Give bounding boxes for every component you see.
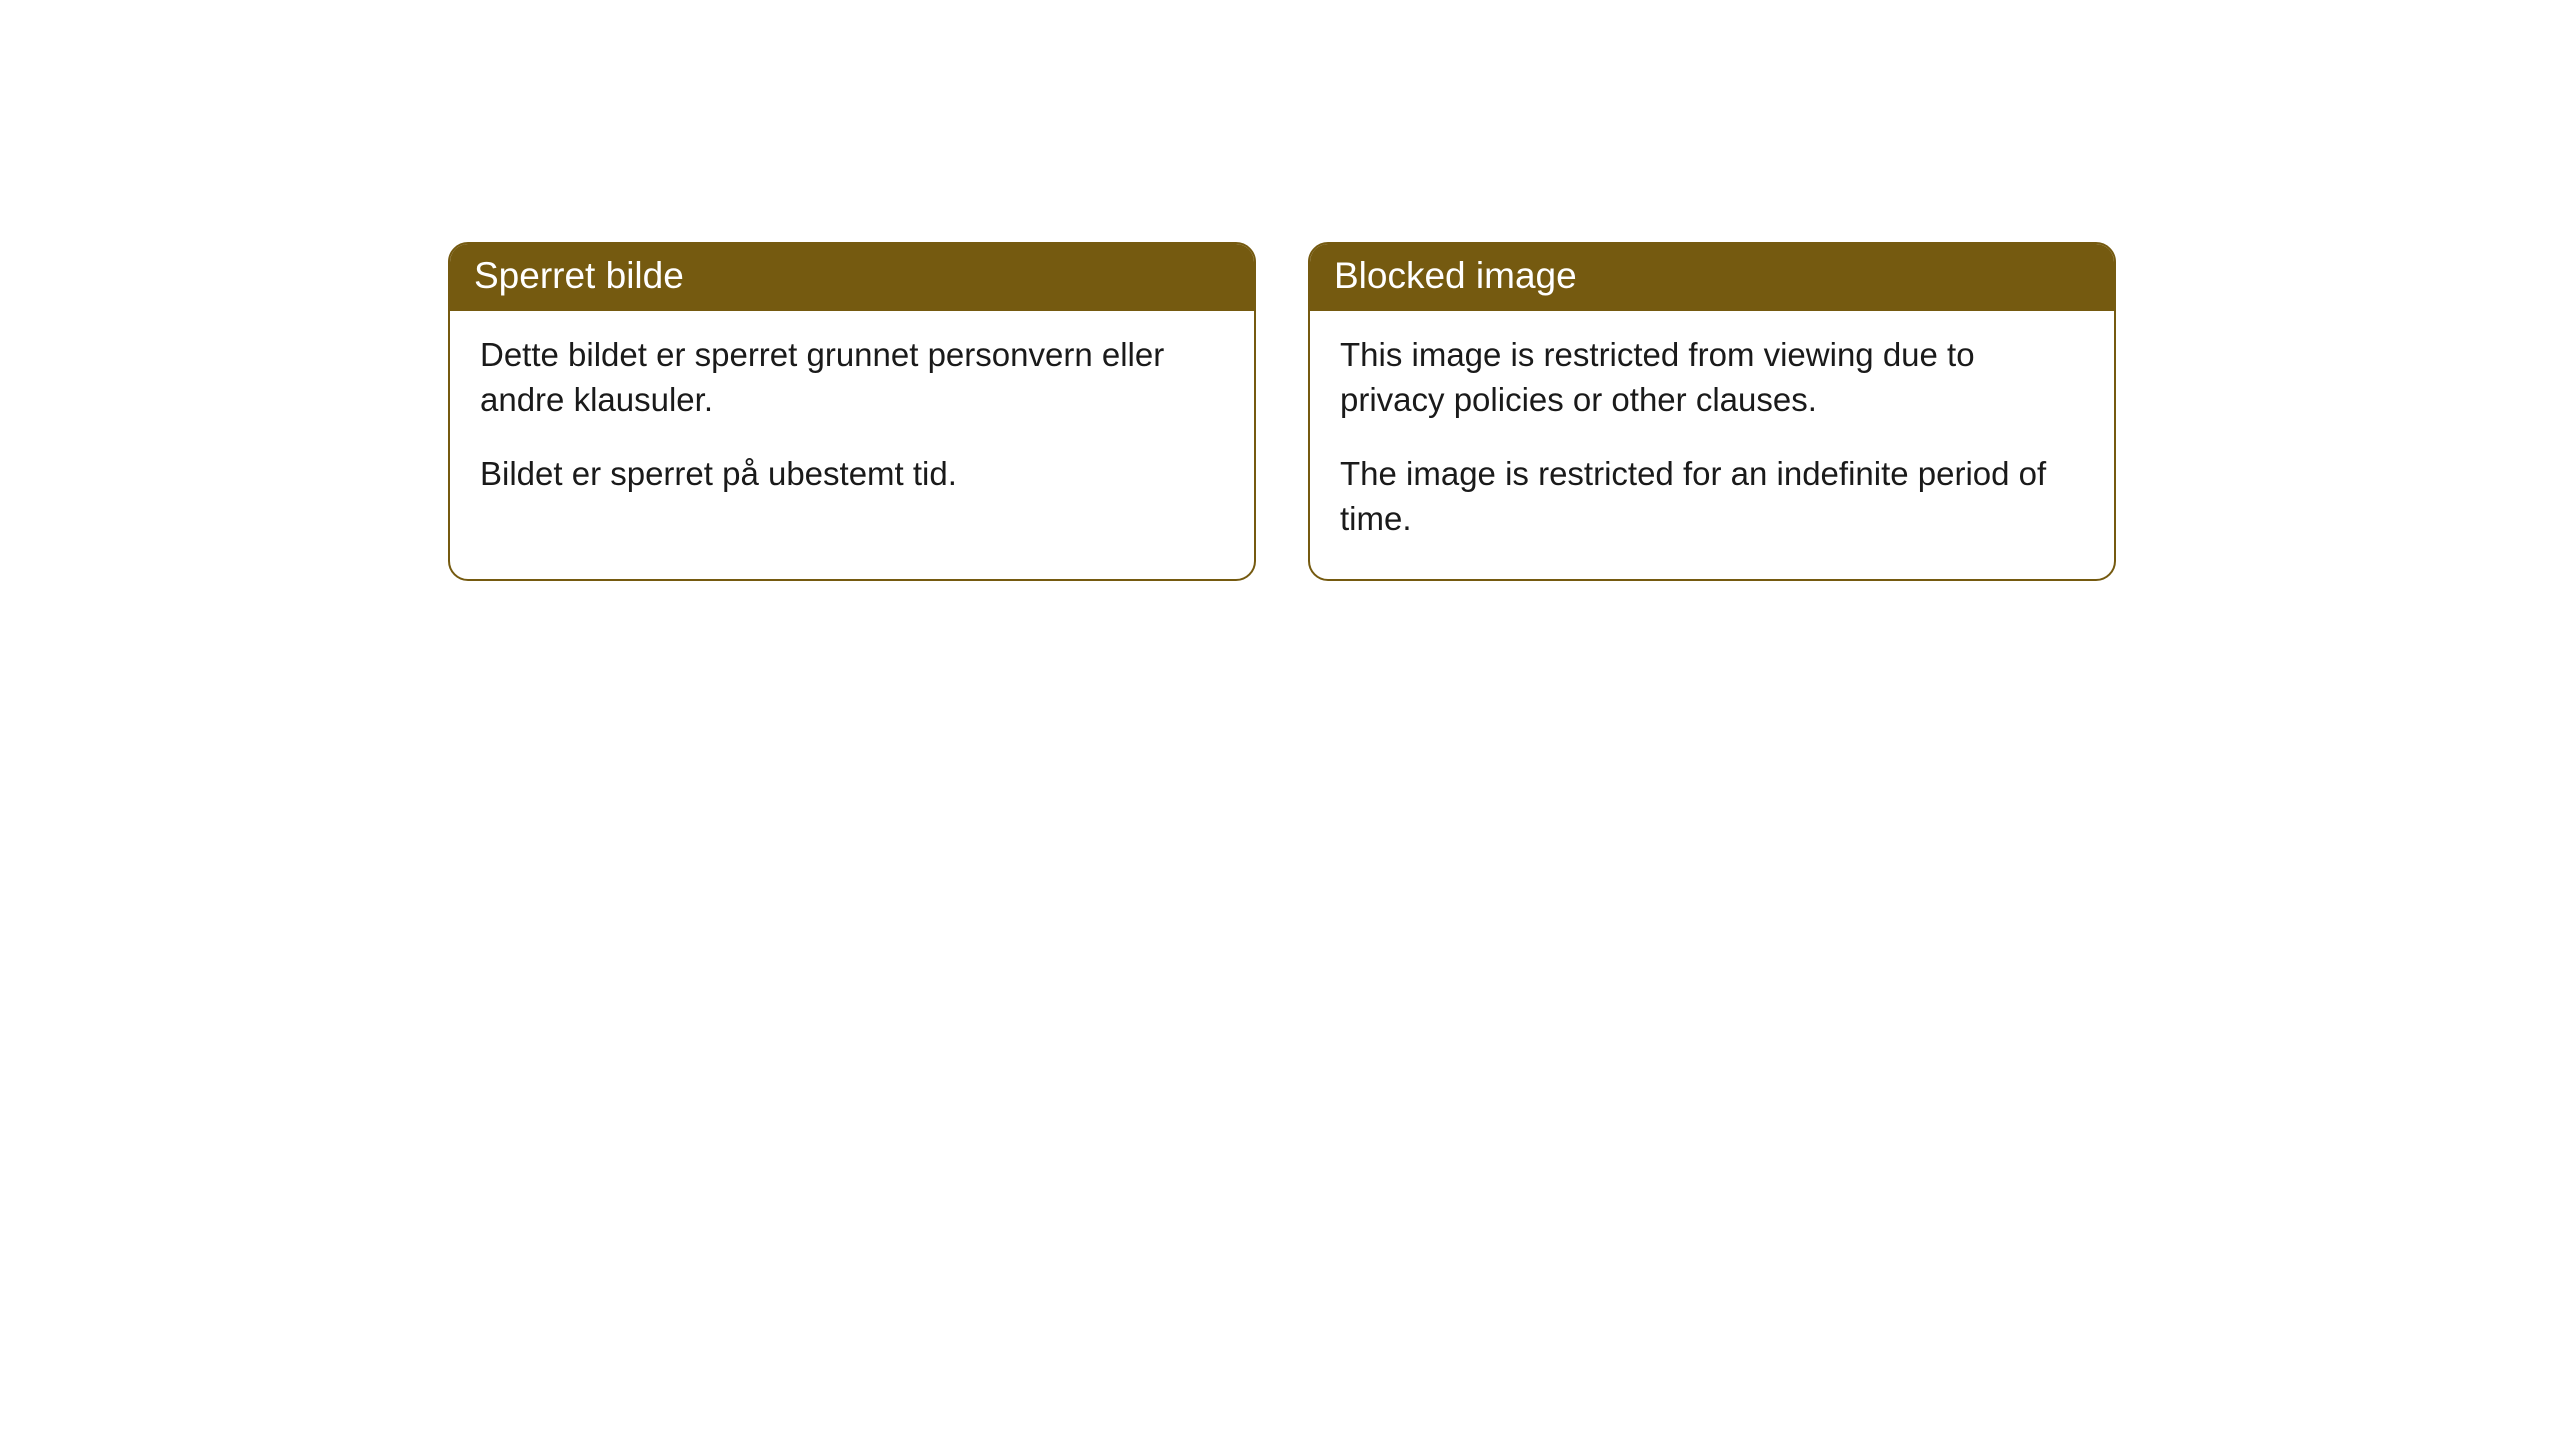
- notice-card-english: Blocked image This image is restricted f…: [1308, 242, 2116, 581]
- body-paragraph: Dette bildet er sperret grunnet personve…: [480, 333, 1224, 422]
- card-body: Dette bildet er sperret grunnet personve…: [450, 311, 1254, 535]
- notice-container: Sperret bilde Dette bildet er sperret gr…: [0, 0, 2560, 581]
- card-body: This image is restricted from viewing du…: [1310, 311, 2114, 579]
- body-paragraph: Bildet er sperret på ubestemt tid.: [480, 452, 1224, 497]
- card-header: Sperret bilde: [450, 244, 1254, 311]
- notice-card-norwegian: Sperret bilde Dette bildet er sperret gr…: [448, 242, 1256, 581]
- body-paragraph: The image is restricted for an indefinit…: [1340, 452, 2084, 541]
- card-header: Blocked image: [1310, 244, 2114, 311]
- body-paragraph: This image is restricted from viewing du…: [1340, 333, 2084, 422]
